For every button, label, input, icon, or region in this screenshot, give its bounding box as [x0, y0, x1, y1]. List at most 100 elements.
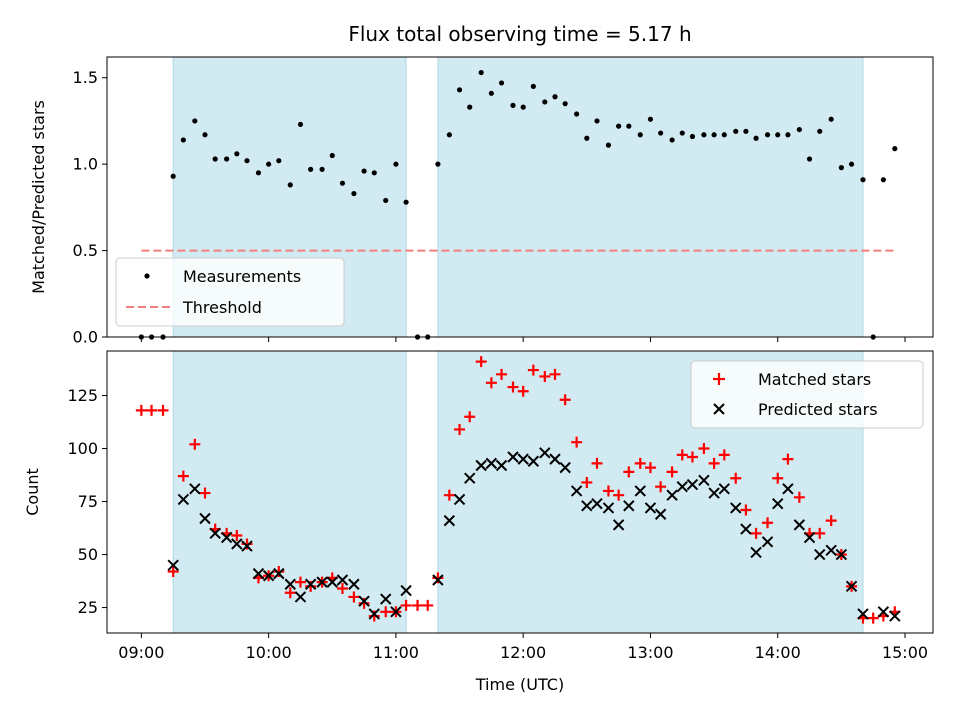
matched-stars-point [666, 466, 678, 478]
predicted-stars-point [189, 483, 201, 495]
x-tick-label: 15:00 [882, 643, 928, 662]
top-panel-frame [106, 56, 934, 338]
matched-stars-point [231, 529, 243, 541]
measurements-point [733, 128, 739, 134]
bottom-panel-counts: 25 50 75 100 125 09:00 10:00 11:00 12:00 13:00 14… [23, 350, 934, 694]
legend-matched-marker [713, 373, 725, 385]
measurements-point [584, 135, 590, 141]
measurements-point [393, 161, 399, 167]
predicted-stars-point [495, 459, 508, 472]
predicted-stars-point [199, 512, 211, 525]
predicted-stars-point [517, 453, 529, 465]
matched-stars-point [241, 538, 253, 550]
matched-stars-point [814, 527, 826, 539]
predicted-stars-point [304, 578, 317, 590]
measurements-point [180, 137, 186, 143]
measurements-point [403, 199, 409, 205]
matched-stars-point [772, 472, 784, 484]
matched-stars-point [571, 436, 583, 448]
predicted-stars-point [348, 578, 360, 590]
measurements-point [276, 158, 282, 164]
top-panel-shaded-intervals [172, 56, 864, 338]
measurements-point [456, 87, 463, 93]
measurements-point [743, 128, 749, 134]
bottom-legend-box [690, 360, 924, 429]
matched-stars-point [454, 423, 466, 435]
measurements-point [860, 177, 866, 183]
matched-stars-point [730, 472, 742, 484]
matched-stars-point [644, 462, 656, 474]
measurements-point [669, 137, 675, 143]
x-tick-label: 11:00 [373, 643, 419, 662]
matched-stars-point [676, 449, 688, 461]
top-shaded-interval-2 [437, 56, 864, 338]
measurements-point [287, 182, 293, 188]
matched-stars-point [718, 449, 730, 461]
predicted-stars-point [623, 500, 635, 512]
predicted-stars-point [326, 576, 338, 588]
predicted-stars-point [475, 459, 487, 472]
matched-stars-point [380, 606, 392, 618]
matched-stars-point [793, 491, 805, 503]
measurements-point [647, 116, 654, 122]
predicted-stars-point [835, 548, 848, 561]
matched-stars-point [348, 591, 360, 603]
predicted-stars-point [857, 608, 869, 620]
measurements-point [383, 197, 389, 204]
measurements-point [775, 132, 781, 138]
measurements-point [637, 132, 643, 138]
legend-measurements-label: Measurements [183, 267, 301, 286]
measurements-point [319, 166, 325, 172]
measurements-point [806, 156, 813, 162]
matched-stars-point [475, 356, 487, 368]
predicted-stars-point [814, 548, 826, 561]
top-panel-y-axis-title: Matched/Predicted stars [29, 100, 48, 294]
measurements-point [892, 146, 898, 152]
measurements-point [488, 90, 494, 96]
measurements-point [224, 156, 230, 162]
predicted-stars-point [284, 578, 296, 590]
predicted-stars-point [241, 540, 253, 552]
predicted-stars-point [220, 531, 233, 544]
matched-stars-point [146, 404, 158, 416]
matched-stars-point [602, 485, 614, 497]
matched-stars-point [400, 599, 412, 611]
top-panel-legend: Measurements Threshold [115, 257, 345, 327]
predicted-stars-point [262, 570, 275, 582]
matched-stars-point [527, 364, 539, 376]
matched-stars-point [581, 476, 593, 488]
measurements-point [753, 135, 759, 141]
measurements-point [339, 180, 346, 186]
matched-stars-point [177, 470, 189, 482]
matched-stars-point [273, 566, 285, 578]
predicted-stars-point [549, 453, 561, 465]
measurements-point [478, 69, 484, 76]
matched-stars-point [825, 515, 837, 527]
measurements-point [658, 130, 664, 136]
predicted-stars-point [273, 567, 285, 580]
measurements-point [467, 104, 473, 110]
predicted-stars-point [581, 500, 593, 512]
top-y-tick-label: 0.5 [73, 241, 98, 260]
predicted-stars-point [464, 472, 476, 484]
matched-stars-point [634, 457, 646, 469]
measurements-point [711, 132, 717, 138]
predicted-stars-point [358, 595, 370, 607]
predicted-stars-point [570, 485, 583, 497]
predicted-stars-point [654, 508, 667, 520]
predicted-stars-point [539, 447, 551, 459]
predicted-stars-point [527, 455, 540, 467]
predicted-stars-point [380, 593, 392, 605]
x-tick-label: 12:00 [500, 643, 546, 662]
measurements-point [498, 80, 505, 86]
predicted-stars-point [231, 538, 243, 550]
measurements-point [520, 104, 526, 110]
matched-stars-point [750, 527, 762, 539]
measurements-point [562, 101, 568, 107]
matched-stars-point [284, 587, 296, 599]
measurements-point [880, 177, 886, 183]
legend-predicted-label: Predicted stars [758, 400, 878, 419]
predicted-stars-point [772, 497, 784, 510]
top-panel-data [138, 69, 898, 340]
matched-stars-point [698, 443, 710, 455]
